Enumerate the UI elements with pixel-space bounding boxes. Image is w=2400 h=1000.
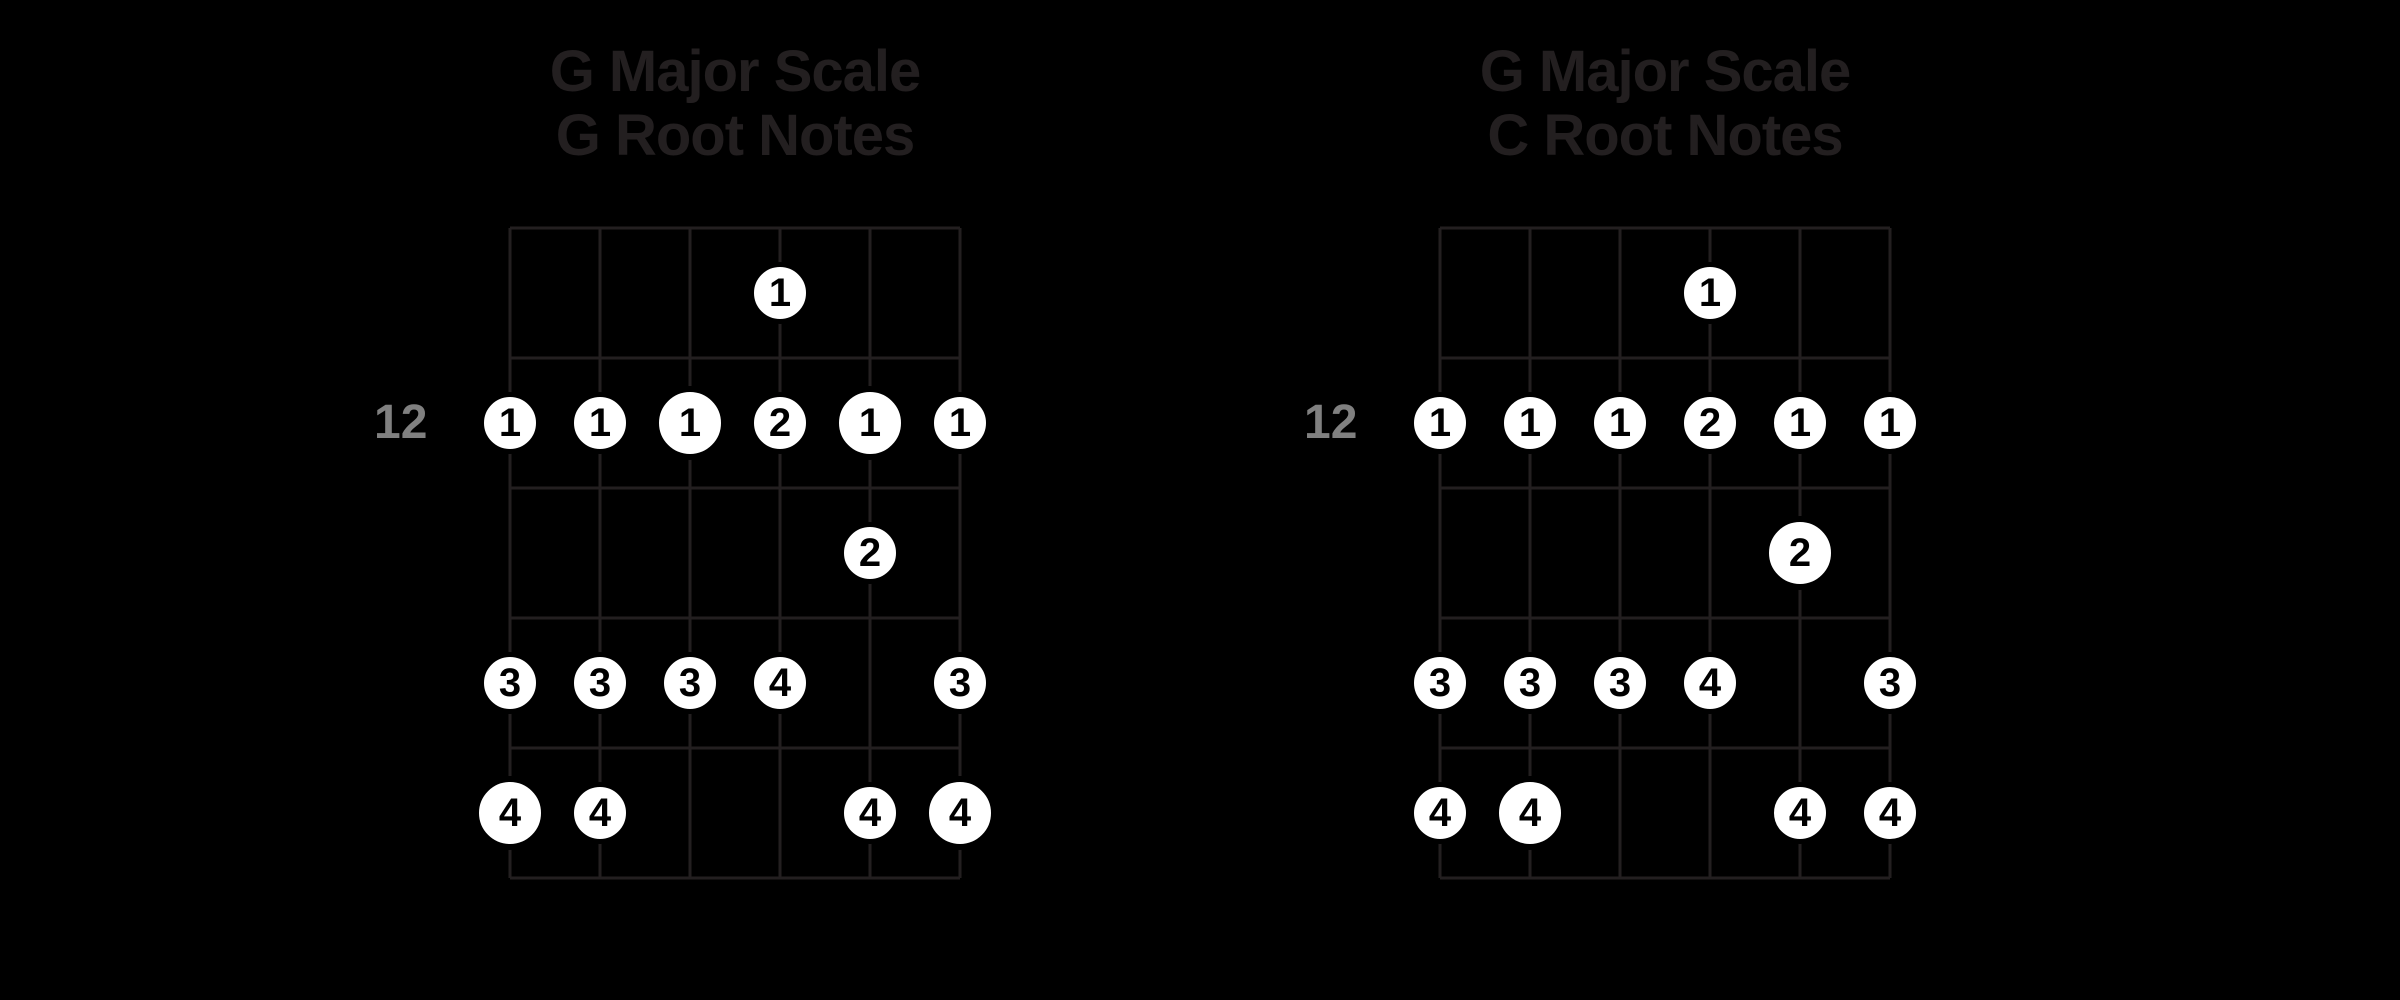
fret-number-label: 12 [374,399,427,447]
fretboard-area: 1211112112333434444 [1400,188,1930,918]
note-dot: 3 [929,652,991,714]
fret-number-label: 12 [1304,399,1357,447]
note-dot: 2 [749,392,811,454]
note-dot: 1 [1589,392,1651,454]
title-line-2: G Root Notes [556,103,915,168]
note-dot: 4 [839,782,901,844]
note-dot: 3 [659,652,721,714]
note-dot: 4 [1679,652,1741,714]
note-dot: 4 [569,782,631,844]
note-dot: 3 [1589,652,1651,714]
diagram-title: G Major Scale G Root Notes [550,40,921,168]
note-dot: 3 [479,652,541,714]
scale-diagram-1: G Major Scale G Root Notes 1211112112333… [470,40,1000,918]
note-dot: 4 [749,652,811,714]
scale-diagram-2: G Major Scale C Root Notes 1211112112333… [1400,40,1930,918]
root-note-dot: 4 [923,776,997,850]
note-dot: 4 [1409,782,1471,844]
root-note-dot: 1 [833,386,907,460]
note-dot: 3 [1859,652,1921,714]
note-dot: 3 [1499,652,1561,714]
fretboard-area: 1211112112333434444 [470,188,1000,918]
note-dot: 3 [569,652,631,714]
fretboard: 1211112112333434444 [1400,188,1930,918]
diagram-title: G Major Scale C Root Notes [1480,40,1851,168]
title-line-2: C Root Notes [1487,103,1842,168]
note-dot: 4 [1859,782,1921,844]
note-dot: 1 [479,392,541,454]
title-line-1: G Major Scale [1480,39,1851,104]
root-note-dot: 4 [1493,776,1567,850]
note-dot: 1 [749,262,811,324]
root-note-dot: 1 [653,386,727,460]
note-dot: 1 [1769,392,1831,454]
fretboard: 1211112112333434444 [470,188,1000,918]
note-dot: 2 [839,522,901,584]
title-line-1: G Major Scale [550,39,921,104]
note-dot: 1 [1679,262,1741,324]
root-note-dot: 4 [473,776,547,850]
note-dot: 1 [1859,392,1921,454]
note-dot: 3 [1409,652,1471,714]
note-dot: 1 [1409,392,1471,454]
note-dot: 2 [1679,392,1741,454]
note-dot: 1 [1499,392,1561,454]
note-dot: 1 [929,392,991,454]
note-dot: 4 [1769,782,1831,844]
root-note-dot: 2 [1763,516,1837,590]
note-dot: 1 [569,392,631,454]
